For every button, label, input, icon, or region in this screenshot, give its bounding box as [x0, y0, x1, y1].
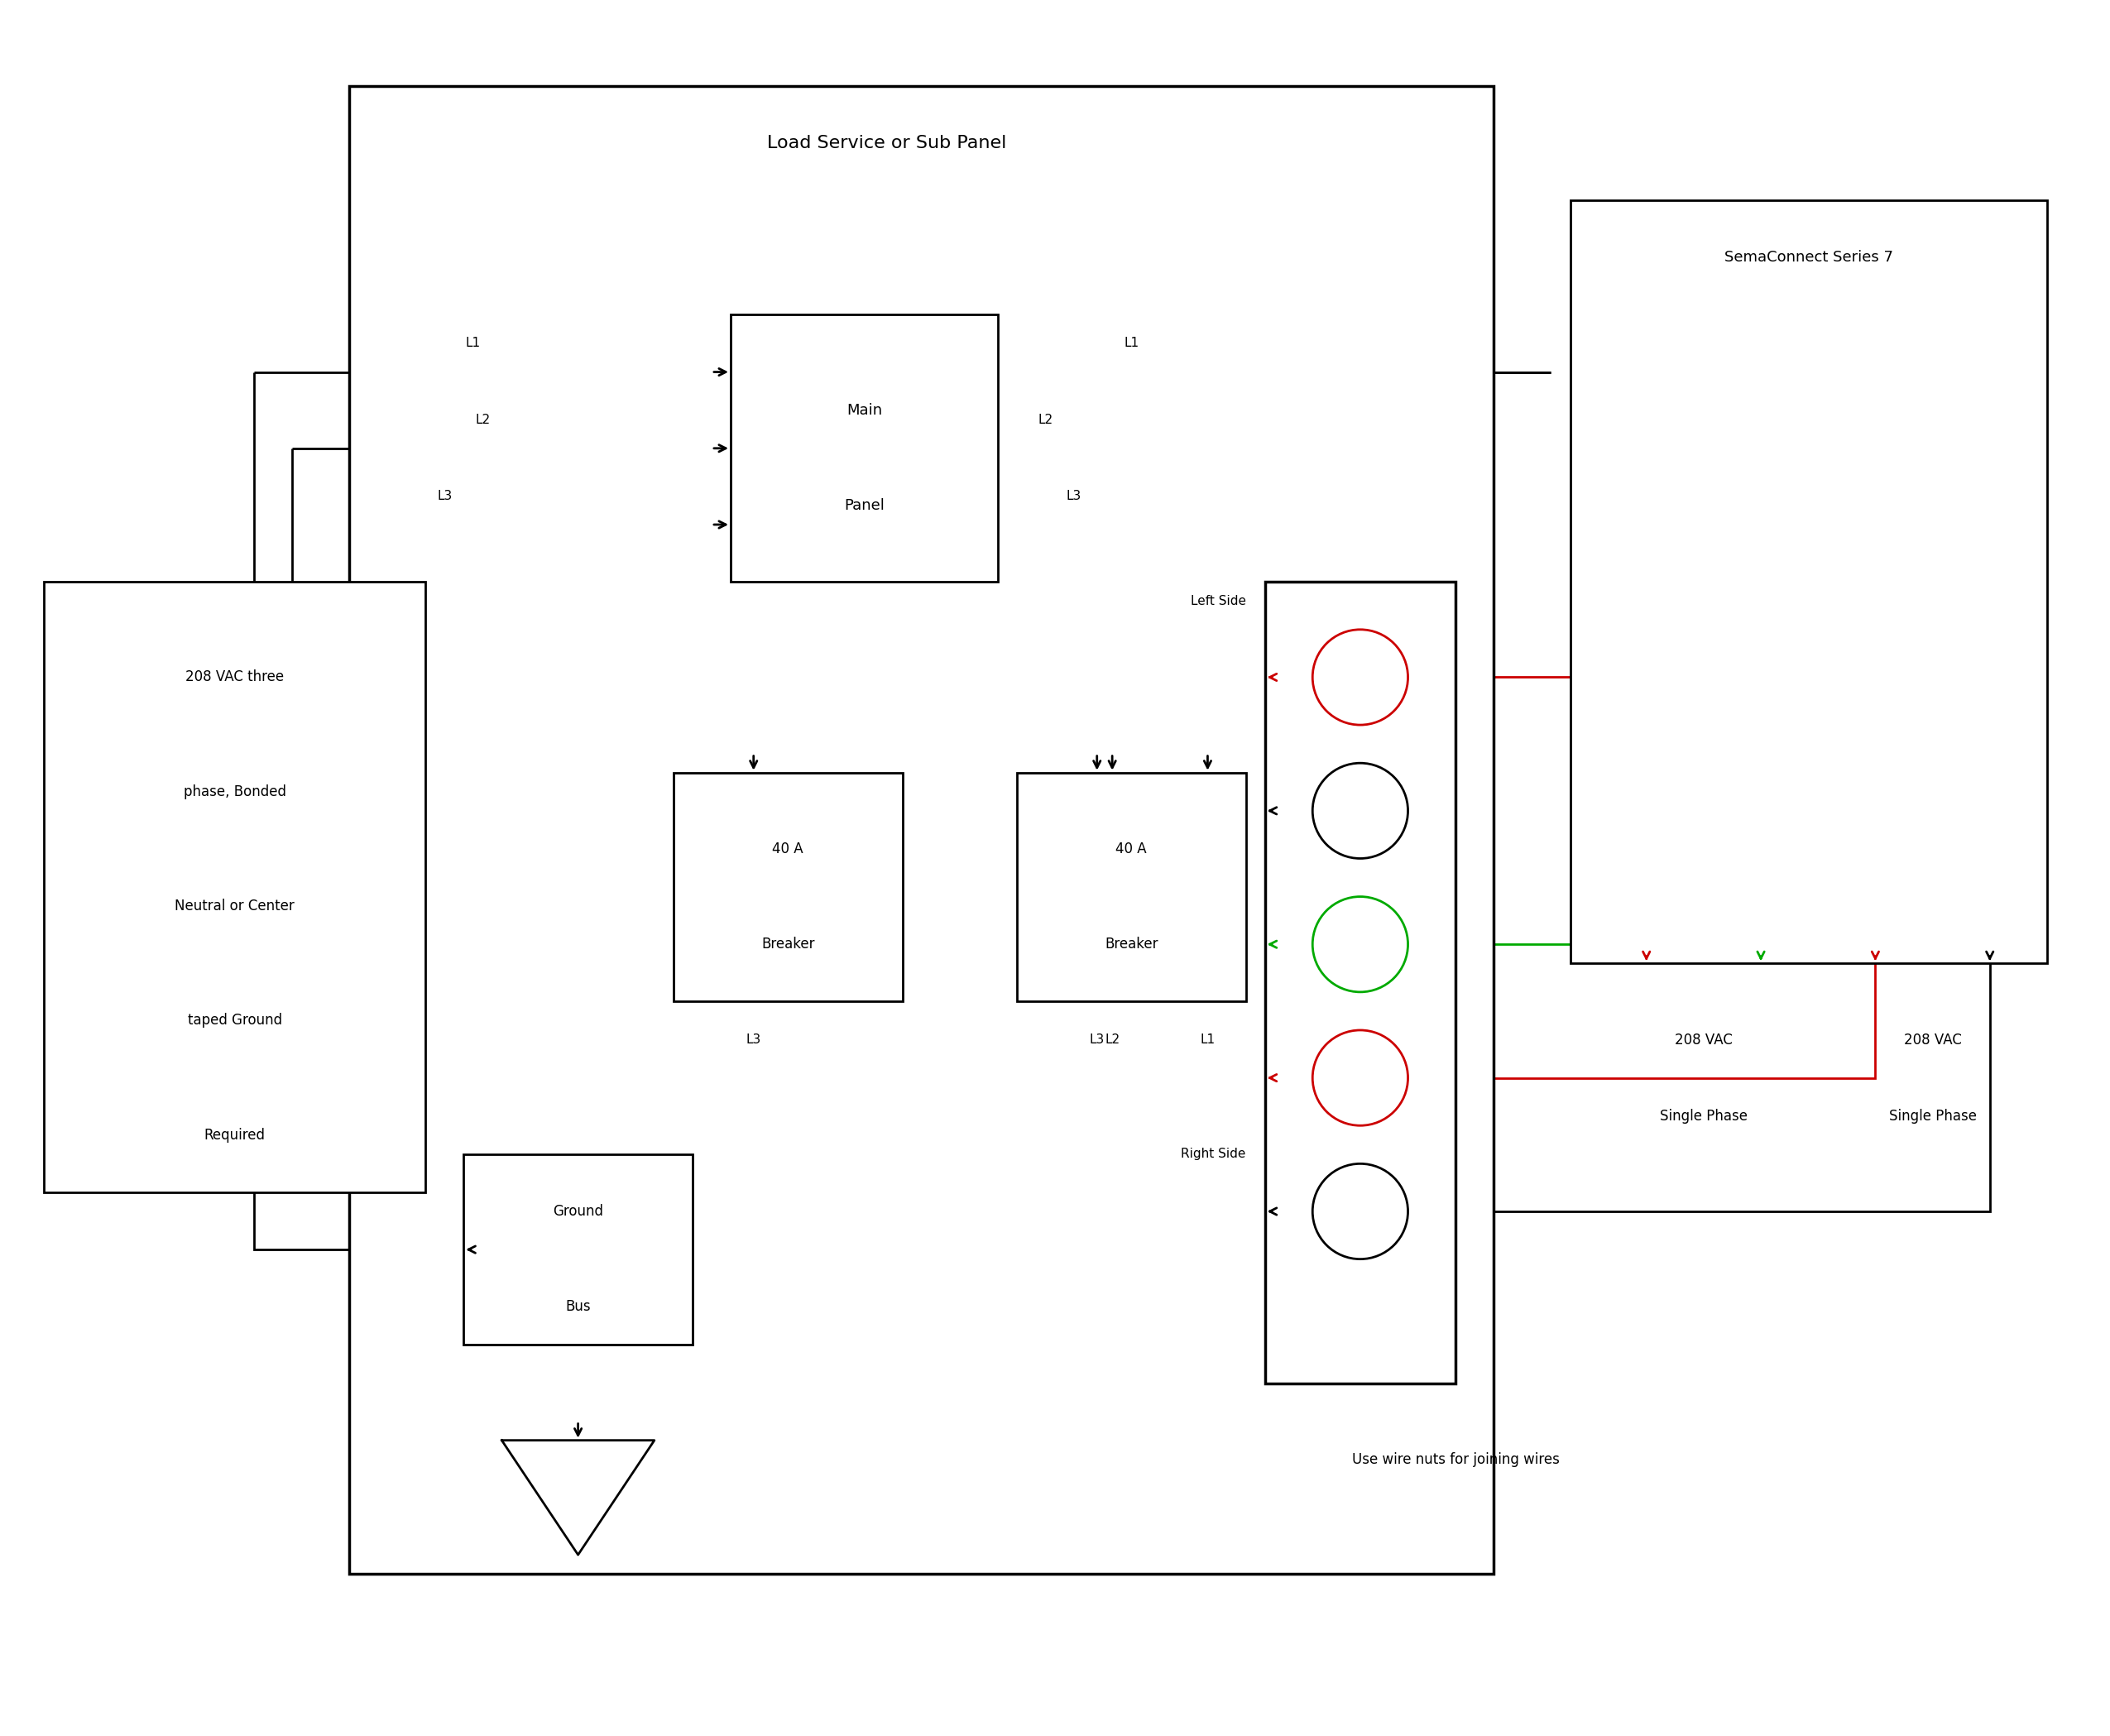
Bar [1570, 200, 2047, 963]
Text: 208 VAC: 208 VAC [1903, 1033, 1962, 1047]
Text: Use wire nuts for joining wires: Use wire nuts for joining wires [1353, 1451, 1559, 1467]
Text: L2: L2 [1106, 1033, 1120, 1045]
Text: L3: L3 [1066, 490, 1082, 502]
Text: Breaker: Breaker [762, 937, 814, 951]
Text: phase, Bonded: phase, Bonded [184, 785, 287, 799]
Bar [1264, 582, 1456, 1384]
Text: Load Service or Sub Panel: Load Service or Sub Panel [768, 135, 1006, 151]
Text: Main: Main [846, 403, 882, 418]
Text: L2: L2 [475, 413, 490, 425]
Bar [44, 582, 426, 1193]
Text: Required: Required [205, 1128, 266, 1142]
Text: L2: L2 [1038, 413, 1053, 425]
Text: Neutral or Center: Neutral or Center [175, 899, 295, 913]
Text: L3: L3 [437, 490, 452, 502]
Bar [464, 1154, 692, 1345]
Text: SemaConnect Series 7: SemaConnect Series 7 [1724, 250, 1893, 266]
Bar [348, 85, 1494, 1575]
Text: L3: L3 [747, 1033, 762, 1045]
Text: 208 VAC three: 208 VAC three [186, 670, 285, 684]
Text: Ground: Ground [553, 1205, 603, 1219]
Text: Breaker: Breaker [1106, 937, 1158, 951]
Text: L1: L1 [1125, 337, 1139, 349]
Text: L1: L1 [466, 337, 481, 349]
Text: taped Ground: taped Ground [188, 1014, 283, 1028]
Text: Single Phase: Single Phase [1888, 1109, 1977, 1123]
Text: L3: L3 [1089, 1033, 1104, 1045]
Text: Bus: Bus [565, 1299, 591, 1314]
Text: Panel: Panel [844, 498, 884, 512]
Bar [673, 773, 903, 1002]
Bar [1017, 773, 1245, 1002]
Bar [730, 314, 998, 582]
Text: Left Side: Left Side [1190, 595, 1245, 608]
Text: 40 A: 40 A [1116, 842, 1148, 856]
Text: 208 VAC: 208 VAC [1675, 1033, 1732, 1047]
Text: Single Phase: Single Phase [1661, 1109, 1747, 1123]
Text: L1: L1 [1201, 1033, 1215, 1045]
Text: Right Side: Right Side [1182, 1147, 1245, 1160]
Text: 40 A: 40 A [772, 842, 804, 856]
